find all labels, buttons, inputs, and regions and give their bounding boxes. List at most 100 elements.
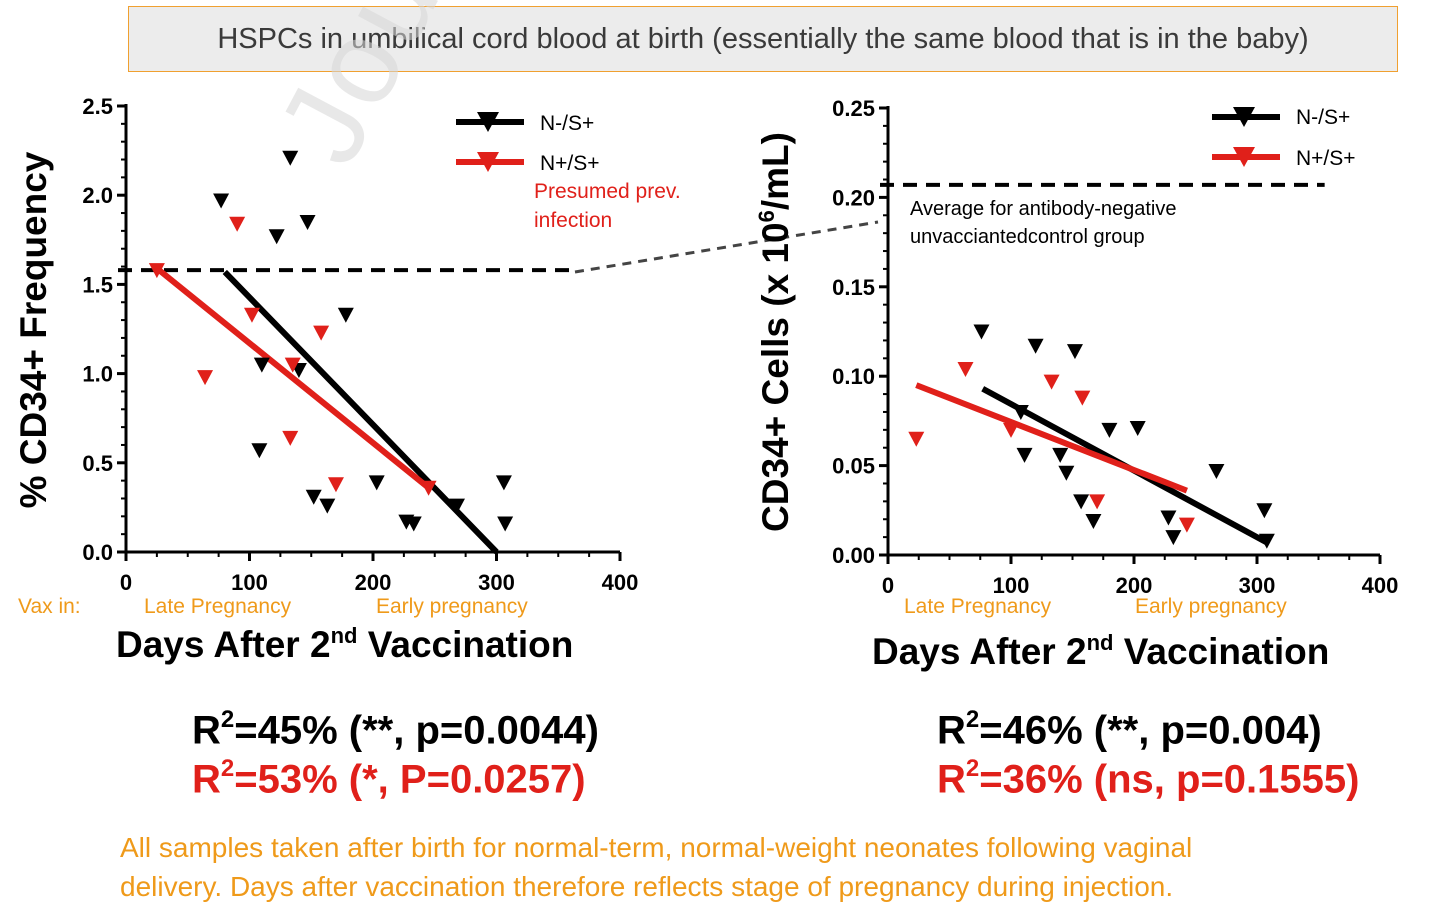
left-x-tick-label: 0 xyxy=(120,570,132,595)
left-x-axis-label-main: Days After 2nd Vaccination xyxy=(116,623,573,665)
left-point-red xyxy=(313,325,330,341)
right-legend: N-/S+ N+/S+ xyxy=(1212,106,1356,170)
right-point-red xyxy=(1074,390,1091,406)
left-point-black xyxy=(282,150,299,166)
right-point-red xyxy=(957,362,974,378)
left-legend-black-marker xyxy=(477,112,499,132)
right-r2-red-rest: % (ns, p=0.1555) xyxy=(1047,757,1360,802)
left-y-tick-label: 0.0 xyxy=(82,540,113,565)
left-point-black xyxy=(213,193,230,209)
right-y-tick-label: 0.25 xyxy=(832,96,875,121)
right-point-red xyxy=(1089,494,1106,510)
left-point-black xyxy=(448,498,465,514)
right-point-black xyxy=(1208,463,1225,479)
left-r2-red-rest: % (*, P=0.0257) xyxy=(302,757,586,802)
left-legend-red-label: N+/S+ xyxy=(540,152,600,175)
left-point-black xyxy=(495,475,512,491)
right-point-black xyxy=(1012,404,1029,420)
left-x-tick-label: 100 xyxy=(231,570,268,595)
left-r2-red: R2=53% (*, P=0.0257) xyxy=(192,755,586,802)
average-control-line1: Average for antibody-negative xyxy=(910,198,1176,220)
right-late-pregnancy-label: Late Pregnancy xyxy=(904,595,1052,618)
right-y-tick-label: 0.05 xyxy=(832,454,875,479)
left-y-axis-label: % CD34+ Frequency xyxy=(13,151,54,508)
right-r2-black-rest: % (**, p=0.004) xyxy=(1047,708,1322,753)
left-x-tick-label: 200 xyxy=(355,570,392,595)
left-point-black xyxy=(268,229,285,245)
left-point-black xyxy=(497,516,514,532)
right-legend-red-marker xyxy=(1233,147,1255,167)
right-y-axis-label: CD34+ Cells (x 106/mL) xyxy=(754,132,796,532)
right-x-tick-label: 0 xyxy=(882,573,894,598)
footnote: All samples taken after birth for normal… xyxy=(120,828,1420,906)
right-r2-red-value: 36 xyxy=(1002,757,1048,802)
reference-connector-line xyxy=(574,220,879,274)
left-point-red xyxy=(229,216,246,232)
left-r2-black: R2=45% (**, p=0.0044) xyxy=(192,706,599,753)
right-legend-black-marker xyxy=(1233,107,1255,127)
right-point-black xyxy=(1256,503,1273,519)
right-fit-line-red xyxy=(915,382,1188,494)
left-point-black xyxy=(299,214,316,230)
right-point-red xyxy=(1043,374,1060,390)
left-late-pregnancy-label: Late Pregnancy xyxy=(144,595,292,618)
right-point-red xyxy=(1178,517,1195,533)
right-x-tick-label: 100 xyxy=(993,573,1030,598)
left-r2-black-value: 45 xyxy=(257,708,303,753)
left-point-red xyxy=(420,480,437,496)
right-point-black xyxy=(1027,338,1044,354)
vax-in-label: Vax in: xyxy=(18,595,81,618)
left-r2-black-rest: % (**, p=0.0044) xyxy=(302,708,599,753)
left-point-black xyxy=(251,443,268,459)
footnote-line2: delivery. Days after vaccination therefo… xyxy=(120,871,1174,902)
left-fit-line-black xyxy=(222,269,499,555)
right-point-black xyxy=(1101,422,1118,438)
left-y-tick-label: 1.5 xyxy=(82,272,113,297)
left-y-tick-label: 1.0 xyxy=(82,362,113,387)
right-y-tick-label: 0.00 xyxy=(832,543,875,568)
right-point-black xyxy=(1066,344,1083,360)
left-legend-black-label: N-/S+ xyxy=(540,112,594,135)
left-x-tick-label: 300 xyxy=(478,570,515,595)
left-point-red xyxy=(243,307,260,323)
right-point-black xyxy=(1258,533,1275,549)
chart-banner: HSPCs in umbilical cord blood at birth (… xyxy=(128,6,1398,72)
left-y-tick-label: 2.5 xyxy=(82,94,113,119)
left-r2-red-value: 53 xyxy=(257,757,303,802)
right-r2-red: R2=36% (ns, p=0.1555) xyxy=(937,755,1360,802)
right-legend-black-label: N-/S+ xyxy=(1296,106,1350,129)
left-point-black xyxy=(319,498,336,514)
left-y-tick-label: 0.5 xyxy=(82,451,113,476)
left-y-tick-label: 2.0 xyxy=(82,183,113,208)
left-point-black xyxy=(368,475,385,491)
right-point-red xyxy=(908,431,925,447)
left-point-red xyxy=(284,357,301,373)
right-y-tick-label: 0.10 xyxy=(832,364,875,389)
right-point-black xyxy=(1165,530,1182,546)
right-point-black xyxy=(1016,447,1033,463)
left-legend: N-/S+ N+/S+ xyxy=(456,112,600,175)
left-point-red xyxy=(197,370,214,386)
right-point-red xyxy=(1003,422,1019,438)
left-legend-red-marker xyxy=(477,152,499,172)
right-y-tick-label: 0.20 xyxy=(832,185,875,210)
right-point-black xyxy=(1160,510,1177,526)
average-control-line2: unvacciantedcontrol group xyxy=(910,226,1145,248)
right-r2-black-value: 46 xyxy=(1002,708,1048,753)
right-y-tick-label: 0.15 xyxy=(832,275,875,300)
right-point-black xyxy=(1085,514,1102,530)
right-x-tick-label: 300 xyxy=(1239,573,1276,598)
left-x-tick-label: 400 xyxy=(602,570,639,595)
right-point-black xyxy=(1058,465,1075,481)
footnote-line1: All samples taken after birth for normal… xyxy=(120,832,1193,863)
left-fit-line-red xyxy=(154,266,431,491)
presumed-infection-line1: Presumed prev. xyxy=(534,180,681,203)
left-point-red xyxy=(282,430,299,446)
right-r2-black: R2=46% (**, p=0.004) xyxy=(937,706,1322,753)
right-point-black xyxy=(973,324,990,340)
left-point-black xyxy=(305,489,322,505)
left-point-black xyxy=(337,307,354,323)
right-x-axis-label-main: Days After 2nd Vaccination xyxy=(872,630,1329,672)
left-early-pregnancy-label: Early pregnancy xyxy=(376,595,528,618)
